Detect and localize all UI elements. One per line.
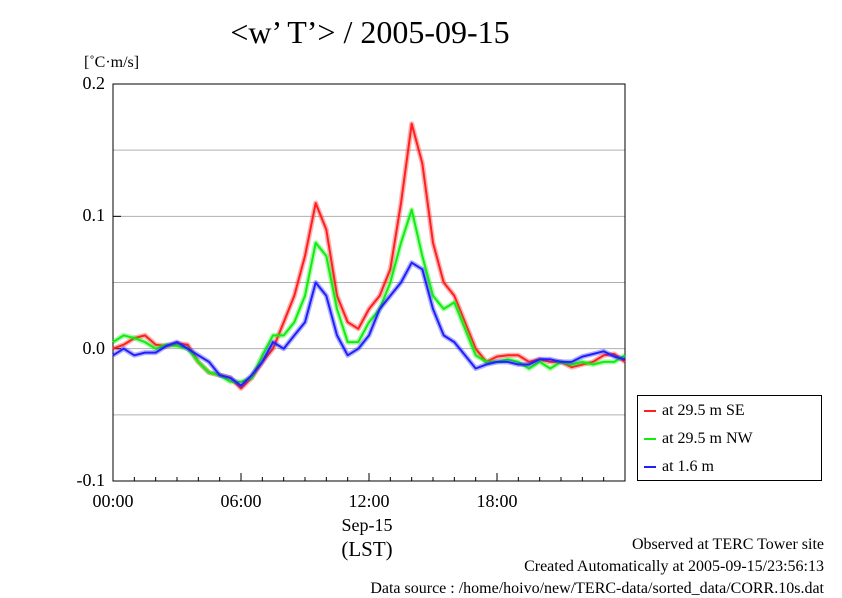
y-tick-label: -0.1: [76, 470, 106, 490]
legend: at 29.5 m SE at 29.5 m NW at 1.6 m: [637, 395, 822, 481]
legend-swatch-se: [644, 410, 656, 412]
legend-item-nw: at 29.5 m NW: [644, 429, 753, 449]
x-tick-label: 18:00: [476, 491, 518, 511]
legend-item-1-6m: at 1.6 m: [644, 457, 714, 477]
y-tick-label: 0.2: [82, 73, 106, 93]
footer-created: Created Automatically at 2005-09-15/23:5…: [524, 558, 824, 575]
legend-label-se: at 29.5 m SE: [662, 402, 745, 419]
series-line-2: [112, 261, 626, 387]
chart-title: <w’ T’> / 2005-09-15: [230, 14, 510, 50]
x-tick-label: 00:00: [92, 491, 134, 511]
legend-label-1-6m: at 1.6 m: [662, 458, 714, 475]
y-tick-label: 0.1: [82, 205, 106, 226]
y-axis-unit-label: [˚C·m/s]: [84, 54, 140, 71]
legend-swatch-nw: [644, 438, 656, 440]
legend-label-nw: at 29.5 m NW: [662, 430, 753, 447]
footer-source: Data source : /home/hoivo/new/TERC-data/…: [370, 580, 824, 597]
footer-site: Observed at TERC Tower site: [631, 536, 824, 553]
legend-swatch-1-6m: [644, 466, 656, 468]
series-halo-1: [111, 207, 627, 385]
y-tick-label: 0.0: [82, 337, 106, 358]
x-axis-date-label: Sep-15: [341, 515, 393, 535]
x-tick-label: 12:00: [348, 491, 390, 511]
series-line-1: [112, 208, 626, 383]
x-axis-label: (LST): [341, 537, 393, 561]
x-tick-label: 06:00: [220, 491, 262, 511]
legend-item-se: at 29.5 m SE: [644, 401, 745, 421]
